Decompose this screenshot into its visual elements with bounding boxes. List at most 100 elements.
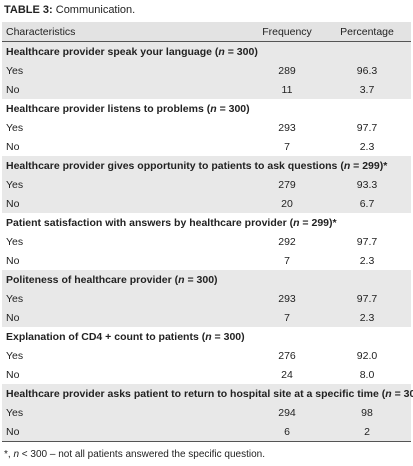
data-row: No 7 2.3: [2, 137, 411, 156]
heading-part: = 300): [211, 330, 245, 343]
header-cell: Characteristics: [6, 25, 76, 38]
heading-part: = 299)*: [299, 216, 337, 229]
group-heading: Healthcare provider asks patient to retu…: [6, 388, 413, 400]
cell: No: [6, 311, 20, 324]
heading-part: = 300): [216, 102, 250, 115]
caption: TABLE 3: Communication.: [4, 4, 135, 16]
cell: Yes: [6, 406, 24, 419]
group-heading-row: Explanation of CD4 + count to patients (…: [2, 327, 411, 346]
group-heading: Healthcare provider listens to problems …: [6, 103, 250, 115]
cell: No: [6, 197, 20, 210]
footnote-part: < 300 – not all patients answered the sp…: [19, 449, 266, 460]
heading-part: Healthcare provider gives opportunity to…: [6, 159, 344, 172]
heading-part: n: [178, 273, 185, 286]
cell: No: [6, 140, 20, 153]
group-heading-row: Healthcare provider gives opportunity to…: [2, 156, 411, 175]
cell: Yes: [6, 235, 24, 248]
heading-part: n: [385, 387, 392, 400]
cell: Yes: [6, 121, 24, 134]
cell: 97.7: [356, 235, 378, 248]
cell: 279: [278, 178, 296, 191]
cell: 7: [284, 311, 290, 324]
cell: No: [6, 254, 20, 267]
cell: Yes: [6, 292, 24, 305]
heading-part: n: [293, 216, 300, 229]
group-heading: Explanation of CD4 + count to patients (…: [6, 331, 245, 343]
cell: 6.7: [359, 197, 375, 210]
cell: Yes: [6, 178, 24, 191]
header-row: Characteristics Frequency Percentage: [2, 22, 411, 42]
group-heading-row: Healthcare provider speak your language …: [2, 42, 411, 61]
cell: 294: [278, 406, 296, 419]
data-row: No 7 2.3: [2, 251, 411, 270]
heading-part: Healthcare provider listens to problems …: [6, 102, 211, 115]
cell: 2.3: [359, 140, 375, 153]
group-heading: Politeness of healthcare provider (n = 3…: [6, 274, 218, 286]
cell: 6: [284, 425, 290, 438]
data-row: Yes 293 97.7: [2, 289, 411, 308]
caption-text: Communication.: [55, 4, 136, 16]
cell: 293: [278, 121, 296, 134]
footnote: *, n < 300 – not all patients answered t…: [4, 449, 265, 460]
data-row: Yes 276 92.0: [2, 346, 411, 365]
cell: 276: [278, 349, 296, 362]
heading-part: = 299)*: [350, 159, 388, 172]
cell: 3.7: [359, 83, 375, 96]
cell: 2.3: [359, 311, 375, 324]
data-row: No 20 6.7: [2, 194, 411, 213]
heading-part: Patient satisfaction with answers by hea…: [6, 216, 294, 229]
cell: 2: [364, 425, 370, 438]
cell: No: [6, 368, 20, 381]
cell: 289: [278, 64, 296, 77]
cell: 20: [281, 197, 293, 210]
cell: 24: [281, 368, 293, 381]
data-row: Yes 294 98: [2, 403, 411, 422]
data-row: Yes 289 96.3: [2, 61, 411, 80]
cell: 292: [278, 235, 296, 248]
cell: 8.0: [359, 368, 375, 381]
cell: 2.3: [359, 254, 375, 267]
heading-part: Healthcare provider speak your language …: [6, 45, 219, 58]
table: Characteristics Frequency Percentage Health…: [2, 22, 413, 442]
cell: 97.7: [356, 121, 378, 134]
group-heading: Healthcare provider speak your language …: [6, 46, 258, 58]
heading-part: n: [210, 102, 217, 115]
group-heading-row: Healthcare provider asks patient to retu…: [2, 384, 413, 403]
group-heading-row: Politeness of healthcare provider (n = 3…: [2, 270, 411, 289]
group-heading-row: Healthcare provider listens to problems …: [2, 99, 411, 118]
cell: 98: [361, 406, 373, 419]
data-row: No 6 2: [2, 422, 411, 441]
cell: 11: [281, 83, 293, 96]
cell: 93.3: [356, 178, 378, 191]
cell: Yes: [6, 349, 24, 362]
group-heading-row: Patient satisfaction with answers by hea…: [2, 213, 411, 232]
cell: 96.3: [356, 64, 378, 77]
heading-part: = 300): [224, 45, 258, 58]
heading-part: = 300): [394, 387, 413, 400]
cell: 92.0: [356, 349, 378, 362]
cell: 97.7: [356, 292, 378, 305]
header-cell: Percentage: [340, 25, 394, 38]
data-row: Yes 292 97.7: [2, 232, 411, 251]
group-heading: Healthcare provider gives opportunity to…: [6, 160, 387, 172]
heading-part: n: [218, 45, 225, 58]
data-row: No 11 3.7: [2, 80, 411, 99]
heading-part: Healthcare provider asks patient to retu…: [6, 387, 386, 400]
heading-part: n: [343, 159, 351, 172]
footnote-part: *,: [4, 449, 14, 460]
cell: 293: [278, 292, 296, 305]
heading-part: n: [205, 330, 212, 343]
cell: Yes: [6, 64, 24, 77]
footnote-italic: n: [13, 449, 20, 460]
heading-part: = 300): [184, 273, 218, 286]
data-row: No 7 2.3: [2, 308, 411, 327]
cell: 7: [284, 254, 290, 267]
heading-part: Politeness of healthcare provider (: [6, 273, 179, 286]
cell: No: [6, 425, 20, 438]
data-row: Yes 293 97.7: [2, 118, 411, 137]
cell: No: [6, 83, 20, 96]
caption-label: TABLE 3:: [4, 4, 53, 16]
header-cell: Frequency: [262, 25, 312, 38]
data-row: No 24 8.0: [2, 365, 411, 384]
